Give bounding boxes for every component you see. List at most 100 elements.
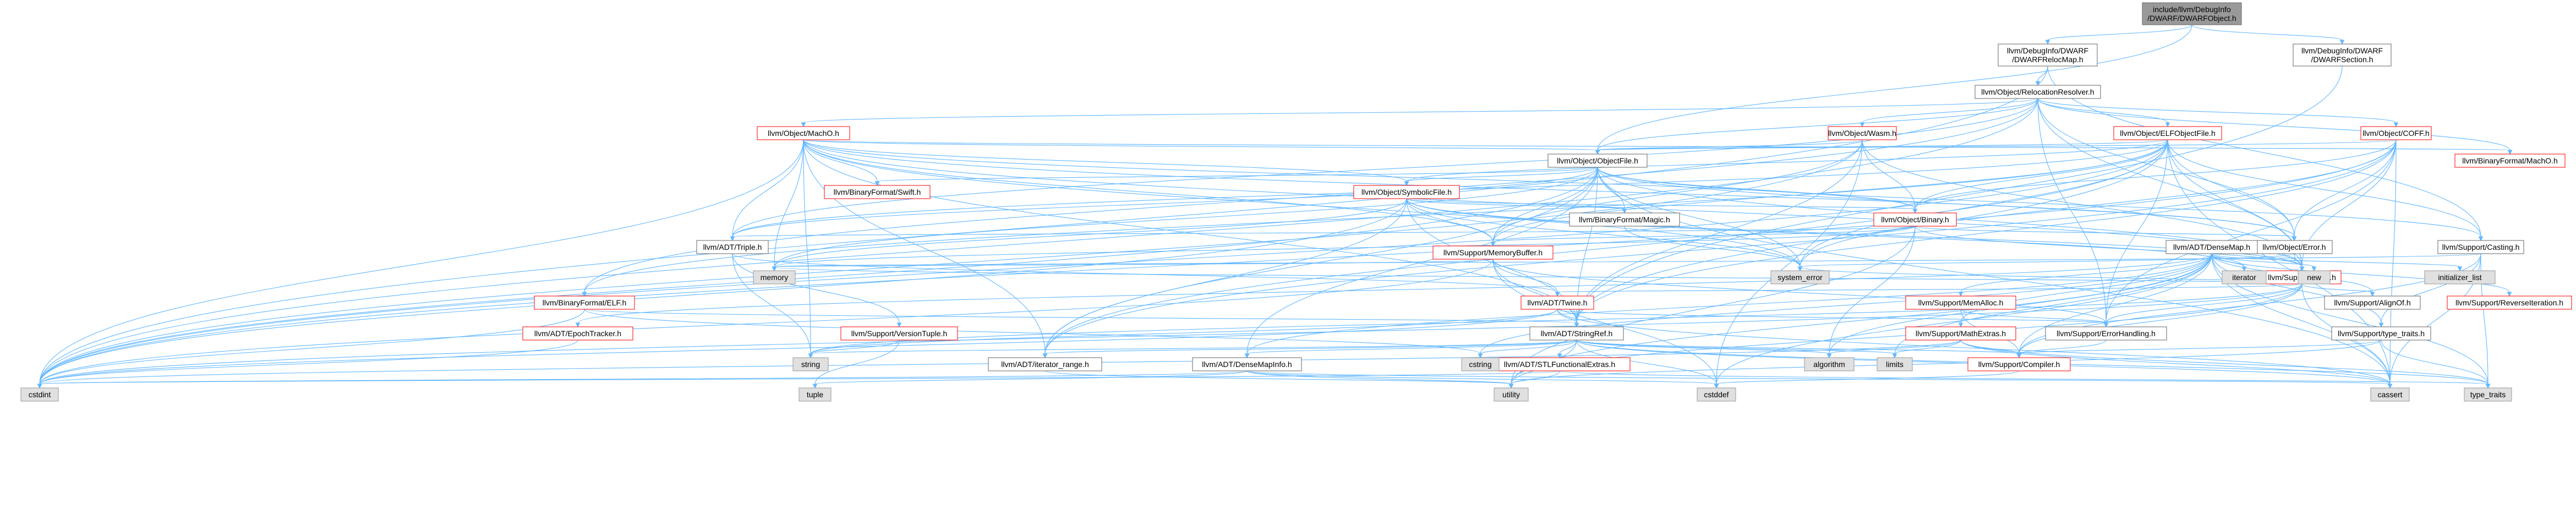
edge-line bbox=[2019, 283, 2302, 354]
edge-objfile-to-iterrange bbox=[1042, 167, 1598, 359]
edge-line bbox=[39, 340, 578, 385]
node-label: llvm/ADT/DenseMapInfo.h bbox=[1202, 360, 1292, 369]
node-typetraitsstd: type_traits bbox=[2464, 387, 2512, 402]
node-reviter[interactable]: llvm/Support/ReverseIteration.h bbox=[2447, 295, 2572, 310]
edge-arrowhead bbox=[2045, 40, 2050, 45]
edge-arrowhead bbox=[801, 122, 806, 128]
edge-casting-to-memory bbox=[772, 253, 2481, 272]
node-twine[interactable]: llvm/ADT/Twine.h bbox=[1521, 295, 1594, 310]
node-stringref[interactable]: llvm/ADT/StringRef.h bbox=[1529, 326, 1624, 341]
node-label: cstring bbox=[1469, 360, 1491, 369]
node-label: system_error bbox=[1778, 273, 1823, 282]
node-label: type_traits bbox=[2470, 390, 2506, 399]
node-objfile[interactable]: llvm/Object/ObjectFile.h bbox=[1547, 154, 1648, 168]
node-stlfunc[interactable]: llvm/ADT/STLFunctionalExtras.h bbox=[1489, 357, 1631, 371]
node-box bbox=[1569, 212, 1680, 227]
node-label: /DWARFRelocMap.h bbox=[2012, 55, 2083, 64]
node-box bbox=[1494, 387, 1529, 402]
node-label: llvm/Object/SymbolicFile.h bbox=[1361, 188, 1452, 196]
edge-line bbox=[1960, 309, 2107, 324]
node-label: llvm/Object/ObjectFile.h bbox=[1557, 156, 1638, 165]
node-binary[interactable]: llvm/Object/Binary.h bbox=[1873, 212, 1957, 227]
edge-binary-to-triple bbox=[730, 226, 1916, 242]
node-wasm[interactable]: llvm/Object/Wasm.h bbox=[1828, 126, 1897, 140]
edge-densemap-to-compiler bbox=[2016, 253, 2212, 359]
node-iterator: iterator bbox=[2222, 270, 2267, 284]
node-bfmacho[interactable]: llvm/BinaryFormat/MachO.h bbox=[2454, 154, 2566, 168]
node-limits: limits bbox=[1877, 357, 1913, 371]
edge-coff-to-cassert bbox=[2387, 139, 2397, 389]
node-box bbox=[2142, 2, 2242, 25]
node-vtuple[interactable]: llvm/Support/VersionTuple.h bbox=[840, 326, 958, 341]
edge-arrowhead bbox=[1958, 322, 1964, 328]
node-box bbox=[1998, 43, 2098, 67]
edge-stlfunc-to-typetraitsstd bbox=[1559, 370, 2491, 389]
edge-macho-to-objfile bbox=[803, 139, 1600, 155]
node-compiler[interactable]: llvm/Support/Compiler.h bbox=[1967, 357, 2071, 371]
edge-line bbox=[2294, 253, 2302, 267]
edge-line bbox=[39, 309, 1558, 385]
node-label: llvm/Object/ELFObjectFile.h bbox=[2120, 129, 2216, 138]
node-relocmap[interactable]: llvm/DebugInfo/DWARF/DWARFRelocMap.h bbox=[1998, 43, 2098, 67]
edge-line bbox=[1960, 340, 2489, 385]
node-box bbox=[2331, 326, 2431, 341]
node-objerr[interactable]: llvm/Object/Error.h bbox=[2256, 240, 2333, 254]
node-box bbox=[1353, 185, 1460, 199]
edge-line bbox=[1044, 198, 1407, 354]
edge-line bbox=[1492, 226, 1916, 243]
node-epoch[interactable]: llvm/ADT/EpochTracker.h bbox=[522, 326, 633, 341]
edge-densemap-to-memalloc bbox=[1958, 253, 2212, 297]
edge-line bbox=[774, 167, 1598, 267]
edge-arrowhead bbox=[2035, 81, 2041, 86]
node-memory: memory bbox=[753, 270, 796, 284]
edge-line bbox=[2301, 283, 2373, 293]
edge-binary-to-objerr bbox=[1915, 226, 2297, 242]
node-box bbox=[2045, 326, 2167, 341]
edge-line bbox=[2389, 139, 2397, 385]
edge-arrowhead bbox=[2165, 122, 2170, 128]
edge-line bbox=[1557, 283, 2302, 293]
node-triple[interactable]: llvm/ADT/Triple.h bbox=[696, 240, 769, 254]
edge-relres-to-wasm bbox=[1859, 98, 2038, 128]
node-box bbox=[522, 326, 633, 341]
edge-wasm-to-stringref bbox=[1574, 139, 1863, 328]
node-box bbox=[792, 357, 829, 371]
edge-line bbox=[1406, 167, 1598, 182]
node-membuf[interactable]: llvm/Support/MemoryBuffer.h bbox=[1432, 245, 1554, 260]
edge-mathext-to-limits bbox=[1892, 340, 1961, 359]
node-algorithm: algorithm bbox=[1804, 357, 1855, 371]
node-label: llvm/BinaryFormat/ELF.h bbox=[543, 298, 626, 307]
edge-arrowhead bbox=[2478, 236, 2484, 242]
node-densemap[interactable]: llvm/ADT/DenseMap.h bbox=[2165, 240, 2258, 254]
node-bfelf[interactable]: llvm/BinaryFormat/ELF.h bbox=[534, 295, 635, 310]
edge-line bbox=[2037, 98, 2168, 123]
node-dwsection[interactable]: llvm/DebugInfo/DWARF/DWARFSection.h bbox=[2293, 43, 2392, 67]
node-alignof[interactable]: llvm/Support/AlignOf.h bbox=[2324, 295, 2421, 310]
node-elfobj[interactable]: llvm/Object/ELFObjectFile.h bbox=[2113, 126, 2222, 140]
edge-line bbox=[1492, 259, 2107, 324]
node-box bbox=[988, 357, 1102, 371]
node-macho[interactable]: llvm/Object/MachO.h bbox=[757, 126, 850, 140]
node-box bbox=[1192, 357, 1302, 371]
node-symfile[interactable]: llvm/Object/SymbolicFile.h bbox=[1353, 185, 1460, 199]
node-typetraits[interactable]: llvm/Support/type_traits.h bbox=[2331, 326, 2431, 341]
node-bfmagic[interactable]: llvm/BinaryFormat/Magic.h bbox=[1569, 212, 1680, 227]
node-mathext[interactable]: llvm/Support/MathExtras.h bbox=[1905, 326, 2016, 341]
node-coff[interactable]: llvm/Object/COFF.h bbox=[2360, 126, 2432, 140]
edge-line bbox=[2167, 139, 2481, 237]
edge-line bbox=[2211, 253, 2391, 385]
node-bfswift[interactable]: llvm/BinaryFormat/Swift.h bbox=[824, 185, 931, 199]
node-errhand[interactable]: llvm/Support/ErrorHandling.h bbox=[2045, 326, 2167, 341]
edge-line bbox=[1597, 167, 1801, 267]
node-label: llvm/Support/Casting.h bbox=[2442, 243, 2520, 251]
node-box bbox=[1770, 270, 1830, 284]
node-relres[interactable]: llvm/Object/RelocationResolver.h bbox=[1975, 85, 2101, 99]
node-dmapinfo[interactable]: llvm/ADT/DenseMapInfo.h bbox=[1192, 357, 1302, 371]
edge-line bbox=[1480, 253, 2212, 354]
node-box bbox=[2165, 240, 2258, 254]
node-iterrange[interactable]: llvm/ADT/iterator_range.h bbox=[988, 357, 1102, 371]
node-casting[interactable]: llvm/Support/Casting.h bbox=[2437, 240, 2524, 254]
edge-line bbox=[1960, 253, 2212, 293]
node-memalloc[interactable]: llvm/Support/MemAlloc.h bbox=[1905, 295, 2016, 310]
node-label: llvm/Object/Binary.h bbox=[1881, 215, 1949, 224]
